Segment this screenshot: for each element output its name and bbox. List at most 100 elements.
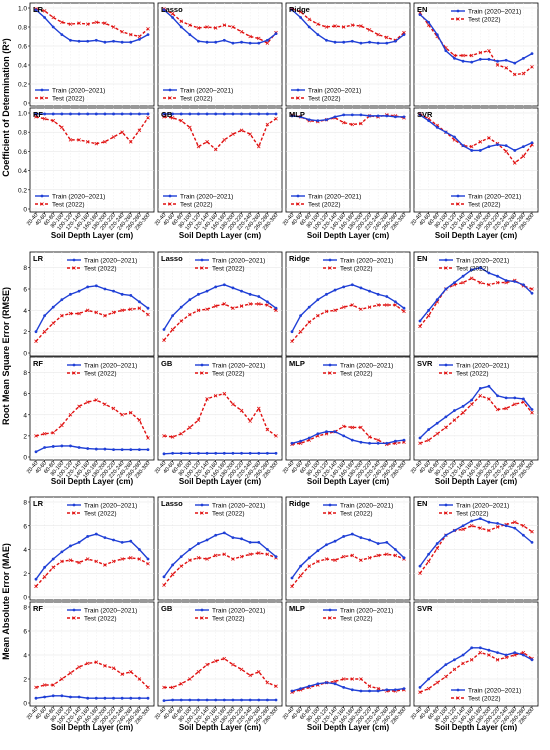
legend-marker-train — [328, 258, 332, 262]
data-point-test — [51, 683, 56, 687]
data-point-train — [69, 38, 72, 42]
legend-marker-train — [444, 258, 448, 262]
data-point-train — [214, 40, 218, 44]
data-point-train — [504, 279, 508, 282]
series-line-train — [35, 285, 149, 333]
panel-mlp: 20-4040-6060-8080-100100-120120-140140-1… — [282, 356, 411, 480]
data-point-test — [34, 115, 38, 119]
data-point-train — [257, 540, 261, 544]
data-point-train — [274, 32, 278, 36]
data-point-train — [179, 112, 183, 116]
data-point-train — [513, 396, 517, 400]
data-point-test — [146, 312, 150, 317]
data-point-test — [341, 305, 346, 309]
data-point-train — [418, 436, 422, 440]
y-tick-label: 6 — [23, 523, 27, 530]
y-tick-label: 6 — [23, 391, 27, 398]
data-point-test — [316, 559, 320, 564]
data-point-test — [128, 556, 133, 560]
data-point-train — [513, 149, 517, 152]
data-point-test — [205, 397, 209, 401]
series-line-train — [291, 533, 405, 579]
data-point-train — [461, 524, 465, 528]
data-point-test — [521, 523, 526, 528]
panel-gb: 20-4040-6060-8080-100100-120120-140140-1… — [154, 107, 283, 232]
legend-label-test: Test (2022) — [468, 201, 501, 208]
legend: Train (2020–2021)Test (2022) — [323, 607, 393, 622]
data-point-train — [376, 114, 380, 118]
legend-marker-train — [40, 194, 44, 198]
data-point-train — [427, 677, 431, 681]
data-point-train — [171, 563, 175, 567]
data-point-test — [376, 438, 380, 442]
data-point-test — [350, 677, 355, 681]
legend-label-train: Train (2020–2021) — [52, 87, 105, 94]
legend-marker-train — [200, 258, 204, 262]
panel-frame — [157, 496, 283, 601]
data-point-test — [265, 303, 270, 307]
data-point-train — [162, 112, 166, 116]
chart-group-1: Coefficient of Determination (R²) 0 0.2 0.4… — [1, 2, 539, 240]
data-point-test — [120, 308, 124, 313]
data-point-train — [240, 698, 243, 702]
legend-label-train: Train (2020–2021) — [340, 502, 393, 509]
data-point-test — [402, 440, 406, 445]
y-axis-label: Mean Absolute Error (MAE) — [1, 543, 11, 660]
data-point-train — [248, 540, 252, 544]
panel-en: EN Train (2020–2021)Test (2022) — [413, 2, 539, 107]
data-point-test — [367, 556, 372, 560]
data-point-test — [179, 19, 184, 24]
data-point-test — [68, 671, 73, 675]
data-point-test — [495, 63, 500, 67]
legend-marker-train — [200, 608, 204, 612]
series-line-train — [163, 699, 276, 702]
data-point-train — [77, 695, 81, 699]
legend-label-train: Train (2020–2021) — [212, 607, 265, 614]
legend-label-test: Test (2022) — [468, 16, 501, 23]
data-point-train — [453, 56, 456, 60]
data-point-test — [376, 32, 380, 37]
data-point-train — [162, 575, 166, 579]
data-point-train — [307, 436, 311, 440]
legend-marker-test — [456, 17, 460, 21]
data-point-test — [393, 303, 398, 307]
panel-gb: 20-4040-6060-8080-100100-120120-140140-1… — [154, 601, 283, 726]
chart-group-3: Mean Absolute Error (MAE) 0 2 4 6 8 LR Train (2… — [1, 496, 539, 732]
data-point-train — [513, 280, 517, 283]
y-tick-label: 0 — [23, 101, 27, 108]
legend-marker-test — [200, 511, 204, 515]
data-point-train — [427, 308, 431, 312]
y-tick-label: 4 — [23, 308, 27, 315]
panel-frame — [29, 601, 155, 707]
data-point-test — [120, 29, 124, 34]
data-point-train — [103, 40, 107, 44]
data-point-test — [231, 132, 235, 136]
data-point-test — [128, 410, 133, 415]
series-line-test — [163, 8, 277, 45]
data-point-test — [298, 441, 303, 446]
x-axis-label: Soil Depth Layer (cm) — [435, 477, 518, 486]
legend-marker-test — [296, 202, 300, 206]
data-point-train — [240, 451, 243, 455]
data-point-train — [299, 115, 303, 119]
data-point-train — [427, 552, 431, 556]
data-point-train — [60, 550, 64, 554]
data-point-train — [478, 517, 482, 521]
data-point-train — [179, 305, 183, 309]
y-tick-label: 4 — [23, 412, 27, 419]
series-line-train — [291, 283, 405, 333]
data-point-train — [461, 653, 465, 657]
legend: Train (2020–2021)Test (2022) — [67, 502, 137, 517]
data-point-test — [495, 280, 500, 285]
legend: Train (2020–2021)Test (2022) — [291, 193, 361, 208]
legend-marker-train — [72, 363, 76, 367]
data-point-test — [461, 661, 465, 666]
y-axis-label: Root Mean Square Error (RMSE) — [1, 287, 11, 425]
panel-label: Ridge — [289, 5, 310, 14]
data-point-train — [179, 555, 183, 559]
data-point-test — [94, 310, 99, 315]
data-point-test — [94, 141, 99, 146]
data-point-test — [298, 10, 303, 14]
data-point-test — [77, 21, 81, 25]
